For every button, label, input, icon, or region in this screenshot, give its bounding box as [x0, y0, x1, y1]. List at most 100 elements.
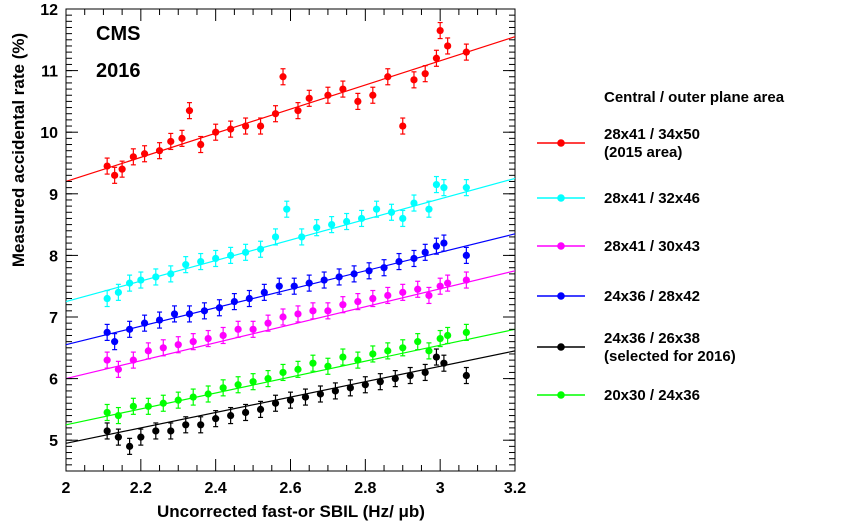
data-point: [414, 285, 422, 293]
data-point: [185, 107, 194, 115]
data-point: [339, 85, 347, 93]
data-point: [219, 331, 227, 340]
data-point: [365, 267, 373, 275]
data-point: [395, 257, 403, 266]
data-point: [313, 224, 321, 232]
data-point: [384, 291, 392, 300]
data-point: [103, 427, 111, 435]
data-point: [167, 137, 175, 146]
data-point: [331, 387, 339, 395]
data-point: [189, 393, 197, 401]
legend-label-note: (selected for 2016): [604, 348, 736, 365]
data-point: [357, 214, 366, 223]
data-point: [410, 199, 418, 207]
data-point: [369, 350, 377, 358]
data-point: [256, 122, 265, 130]
data-point: [361, 381, 369, 389]
data-point: [103, 162, 111, 170]
x-tick-label: 3: [436, 480, 445, 497]
data-point: [189, 338, 197, 346]
fit-lines: [65, 36, 516, 444]
data-point: [301, 393, 310, 401]
data-point: [421, 248, 429, 256]
data-point: [126, 279, 134, 287]
data-point: [114, 433, 122, 441]
data-point: [354, 356, 362, 364]
data-point: [432, 54, 441, 62]
x-tick-label: 2: [62, 480, 71, 497]
data-point: [380, 264, 388, 272]
data-point: [159, 399, 167, 407]
data-point: [391, 375, 399, 383]
legend-label: 28x41 / 30x43: [604, 238, 700, 255]
data-point: [298, 233, 306, 241]
data-point: [324, 362, 332, 370]
data-point: [354, 97, 362, 105]
data-point: [103, 294, 111, 303]
data-point: [174, 396, 182, 404]
data-point: [414, 338, 422, 346]
y-tick-label: 5: [49, 433, 58, 450]
data-point: [212, 254, 220, 263]
data-point: [372, 205, 381, 213]
data-point: [215, 304, 224, 312]
data-point: [305, 279, 313, 287]
data-point: [170, 310, 179, 318]
legend-label: 28x41 / 34x50: [604, 126, 700, 143]
data-point: [152, 427, 160, 435]
data-point: [140, 319, 149, 327]
data-point: [279, 73, 287, 81]
data-point: [275, 282, 283, 290]
x-tick-label: 2.4: [205, 480, 227, 497]
data-point: [197, 421, 205, 429]
data-point: [271, 399, 280, 407]
data-point: [111, 171, 119, 179]
data-point: [227, 125, 235, 133]
data-point: [212, 128, 220, 136]
legend-label: 28x41 / 32x46: [604, 190, 700, 207]
y-tick-label: 12: [40, 2, 58, 19]
data-point: [399, 122, 407, 130]
y-tick-label: 8: [49, 248, 58, 265]
data-point: [294, 365, 302, 373]
data-point: [264, 375, 272, 383]
data-point: [444, 279, 452, 287]
data-point: [126, 325, 134, 333]
data-point: [406, 371, 414, 380]
data-point: [178, 134, 186, 142]
legend-label: 24x36 / 28x42: [604, 288, 700, 305]
data-point: [185, 310, 194, 318]
data-point: [343, 217, 351, 226]
data-point: [118, 165, 126, 173]
x-tick-label: 2.2: [130, 480, 152, 497]
data-point: [436, 334, 444, 343]
legend-marker: [557, 391, 565, 399]
data-point: [320, 276, 328, 284]
data-point: [197, 257, 205, 266]
legend-marker: [557, 194, 565, 202]
y-tick-label: 9: [49, 187, 58, 204]
data-point: [264, 319, 272, 327]
data-point: [316, 390, 325, 398]
data-point: [167, 427, 175, 435]
data-point: [114, 411, 122, 420]
data-point: [324, 307, 332, 315]
data-point: [425, 205, 433, 213]
data-point: [384, 73, 392, 81]
y-tick-label: 6: [49, 372, 58, 389]
data-point: [167, 270, 175, 278]
data-point: [387, 208, 396, 216]
data-point: [114, 288, 122, 296]
data-point: [204, 390, 212, 398]
data-point: [384, 347, 392, 355]
data-point: [242, 122, 250, 130]
data-point: [399, 214, 407, 223]
data-point: [436, 26, 444, 35]
data-point: [440, 359, 448, 367]
data-point: [328, 221, 336, 229]
data-point: [227, 411, 235, 420]
data-point: [249, 378, 257, 386]
y-tick-label: 11: [41, 64, 58, 81]
data-point: [230, 298, 238, 306]
